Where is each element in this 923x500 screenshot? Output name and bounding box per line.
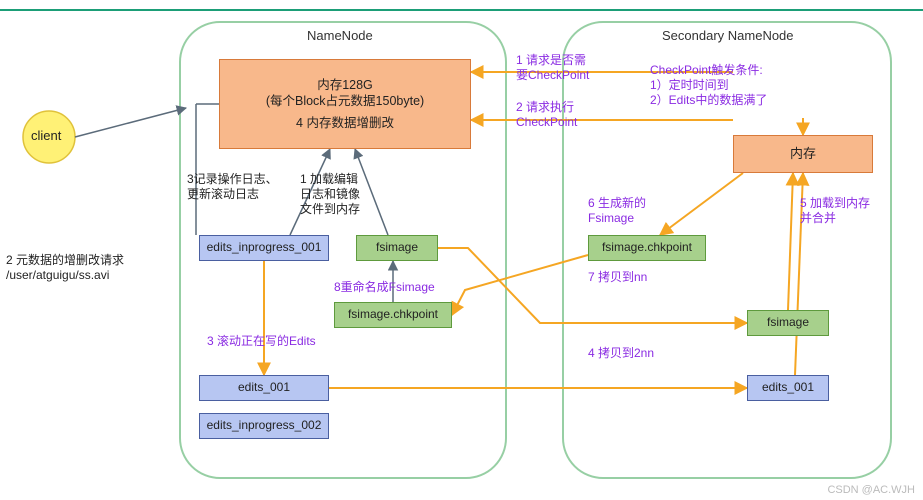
node-fsimage_snn-line: fsimage: [767, 315, 809, 331]
node-fsimage_chk_nn-line: fsimage.chkpoint: [348, 307, 438, 323]
node-edits_inprog2: edits_inprogress_002: [199, 413, 329, 439]
label-req_client: 2 元数据的增删改请求 /user/atguigu/ss.avi: [6, 253, 124, 283]
label-load1: 1 加载编辑 日志和镜像 文件到内存: [300, 172, 360, 217]
region-title-nn: NameNode: [307, 28, 373, 43]
arrow-mem-to-chk: [660, 173, 743, 235]
node-fsimage_snn: fsimage: [747, 310, 829, 336]
label-copy4: 4 拷贝到2nn: [588, 346, 654, 361]
label-ask2: 2 请求执行 CheckPoint: [516, 100, 577, 130]
node-mem_nn-line: 4 内存数据增删改: [296, 115, 394, 131]
node-edits_inprog1: edits_inprogress_001: [199, 235, 329, 261]
arrow-chk-to-nn: [452, 255, 588, 315]
region-title-snn: Secondary NameNode: [662, 28, 794, 43]
node-mem_snn: 内存: [733, 135, 873, 173]
node-fsimage_nn-line: fsimage: [376, 240, 418, 256]
client-label: client: [31, 128, 61, 144]
node-fsimage_chk_snn-line: fsimage.chkpoint: [602, 240, 692, 256]
arrow-client-to-nn: [75, 108, 186, 137]
label-log3: 3记录操作日志、 更新滚动日志: [187, 172, 278, 202]
label-copy7: 7 拷贝到nn: [588, 270, 647, 285]
node-edits_001_snn: edits_001: [747, 375, 829, 401]
label-trig: CheckPoint触发条件: 1）定时时间到 2）Edits中的数据满了: [650, 63, 767, 108]
node-edits_001_snn-line: edits_001: [762, 380, 814, 396]
node-mem_nn-line: 内存128G: [317, 77, 373, 93]
node-edits_inprog1-line: edits_inprogress_001: [207, 240, 322, 256]
label-roll3: 3 滚动正在写的Edits: [207, 334, 316, 349]
node-mem_nn-line: (每个Block占元数据150byte): [266, 93, 424, 109]
node-mem_nn: 内存128G(每个Block占元数据150byte) 4 内存数据增删改: [219, 59, 471, 149]
node-fsimage_chk_nn: fsimage.chkpoint: [334, 302, 452, 328]
node-fsimage_chk_snn: fsimage.chkpoint: [588, 235, 706, 261]
node-fsimage_nn: fsimage: [356, 235, 438, 261]
node-mem_snn-line: 内存: [790, 146, 816, 163]
node-edits_001_nn-line: edits_001: [238, 380, 290, 396]
arrow-snn-fsimg-mem: [788, 173, 793, 310]
label-ask1: 1 请求是否需 要CheckPoint: [516, 53, 589, 83]
node-edits_001_nn: edits_001: [199, 375, 329, 401]
label-rename8: 8重命名成Fsimage: [334, 280, 435, 295]
watermark: CSDN @AC.WJH: [827, 484, 915, 496]
label-load5: 5 加载到内存 并合并: [800, 196, 870, 226]
label-gen6: 6 生成新的 Fsimage: [588, 196, 646, 226]
node-edits_inprog2-line: edits_inprogress_002: [207, 418, 322, 434]
